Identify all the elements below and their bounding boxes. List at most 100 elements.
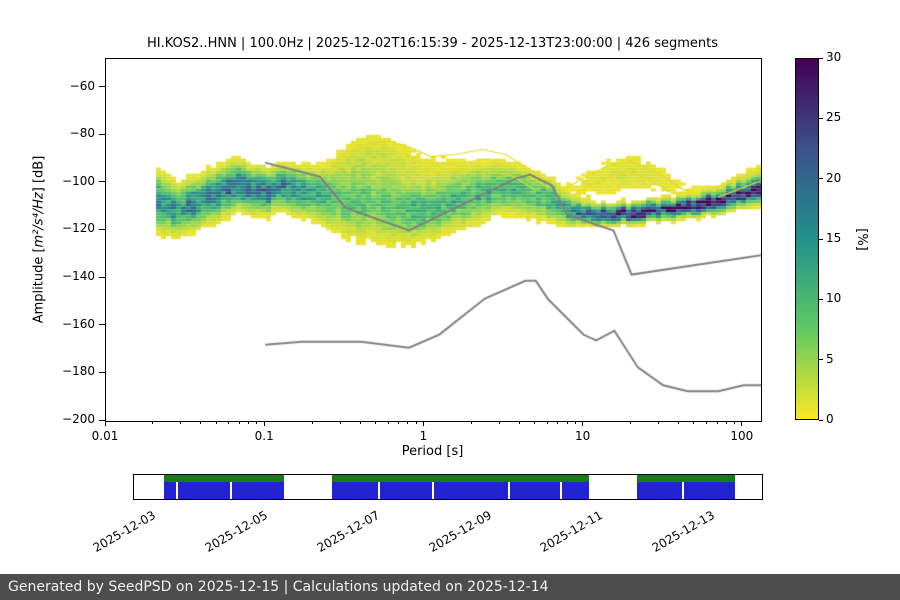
coverage-segment-blue [331,482,589,499]
coverage-bar [133,474,763,500]
x-minor-tick [693,421,695,424]
x-minor-tick [546,421,548,424]
colorbar-label-text: [%] [853,227,869,251]
y-axis-label-prefix: Amplitude [ [31,246,47,323]
x-minor-tick [228,421,230,424]
x-tick [104,421,106,426]
x-minor-tick [152,421,154,424]
timeline-date-label: 2025-12-03 [90,508,159,555]
x-axis-label: Period [s] [401,444,464,459]
x-minor-tick [359,421,361,424]
coverage-gap [681,482,684,499]
x-minor-tick [706,421,708,424]
x-minor-tick [518,421,520,424]
coverage-segment-green [331,475,589,482]
x-minor-tick [574,421,576,424]
colorbar-tick-label: 5 [826,351,834,366]
y-tick [99,133,105,135]
x-tick [741,421,743,426]
y-tick-label: −160 [62,316,95,331]
x-tick-label: 0.1 [254,429,274,443]
colorbar-tick [819,178,823,180]
x-minor-tick [215,421,217,424]
ppsd-heatmap-canvas [106,59,761,421]
x-tick-label: 1 [419,429,428,443]
coverage-gap [378,482,381,499]
colorbar-tick [819,359,823,361]
y-tick-label: −60 [69,78,95,93]
y-tick [99,228,105,230]
x-minor-tick [407,421,409,424]
timeline-date-label: 2025-12-11 [537,508,605,555]
plot-area [105,58,762,422]
x-minor-tick [557,421,559,424]
x-minor-tick [534,421,536,424]
x-minor-tick [658,421,660,424]
x-minor-tick [387,421,389,424]
colorbar-tick-label: 15 [826,231,842,245]
x-minor-tick [678,421,679,424]
colorbar-tick [819,57,823,59]
y-tick [99,181,105,183]
x-minor-tick [566,421,568,424]
timeline-date-label: 2025-12-07 [314,508,382,555]
colorbar-tick [819,117,823,119]
coverage-segment-green [164,475,284,482]
y-axis-label-units: m²/s⁴/Hz [31,191,47,247]
x-minor-tick [734,421,736,424]
x-minor-tick [200,421,202,424]
x-minor-tick [725,421,727,424]
coverage-timeline: 2025-12-03 2025-12-05 2025-12-07 2025-12-09… [91,474,763,594]
y-tick [99,419,105,421]
x-minor-tick [415,421,417,424]
colorbar-tick-label: 20 [826,170,842,185]
coverage-segment-blue [164,482,284,499]
x-minor-tick [256,421,258,424]
x-minor-tick [339,421,341,424]
x-tick [422,421,424,426]
coverage-gap [507,482,510,499]
x-tick-label: 10 [575,429,591,443]
x-minor-tick [375,421,376,424]
colorbar-label: [%] [850,58,872,420]
x-tick-label: 100 [730,429,754,443]
x-minor-tick [311,421,313,424]
y-tick-label: −140 [62,269,95,284]
colorbar-tick-label: 10 [826,291,842,306]
y-tick-label: −80 [69,126,95,141]
y-tick [99,86,105,88]
timeline-date-label: 2025-12-13 [649,508,718,555]
timeline-date-label: 2025-12-05 [202,508,270,555]
coverage-gap [230,482,233,499]
coverage-gap [175,482,178,499]
x-minor-tick [180,421,182,424]
coverage-gap [432,482,435,499]
y-tick [99,276,105,278]
x-minor-tick [498,421,500,424]
x-tick [582,421,584,426]
y-tick-label: −200 [62,412,95,426]
colorbar-tick [819,419,823,421]
colorbar-gradient [795,58,819,420]
y-tick [99,324,105,326]
y-tick-label: −100 [62,173,95,188]
x-minor-tick [398,421,400,424]
colorbar-tick-label: 30 [826,50,842,64]
colorbar-tick-label: 0 [826,412,834,426]
x-minor-tick [239,421,241,424]
x-minor-tick [716,421,718,424]
footer-text: Generated by SeedPSD on 2025-12-15 | Cal… [8,579,549,595]
coverage-segment-blue [636,482,735,499]
timeline-date-label: 2025-12-09 [426,508,495,555]
coverage-segment-green [636,475,735,482]
plot-title: HI.KOS2..HNN | 100.0Hz | 2025-12-02T16:1… [147,36,718,51]
x-minor-tick [248,421,250,424]
x-tick-label: 0.01 [91,429,119,443]
footer-bar: Generated by SeedPSD on 2025-12-15 | Cal… [0,574,900,600]
x-minor-tick [630,421,632,424]
colorbar-tick [819,238,823,240]
y-tick-label: −180 [62,364,95,379]
colorbar-tick-label: 25 [826,110,842,125]
coverage-gap [560,482,563,499]
